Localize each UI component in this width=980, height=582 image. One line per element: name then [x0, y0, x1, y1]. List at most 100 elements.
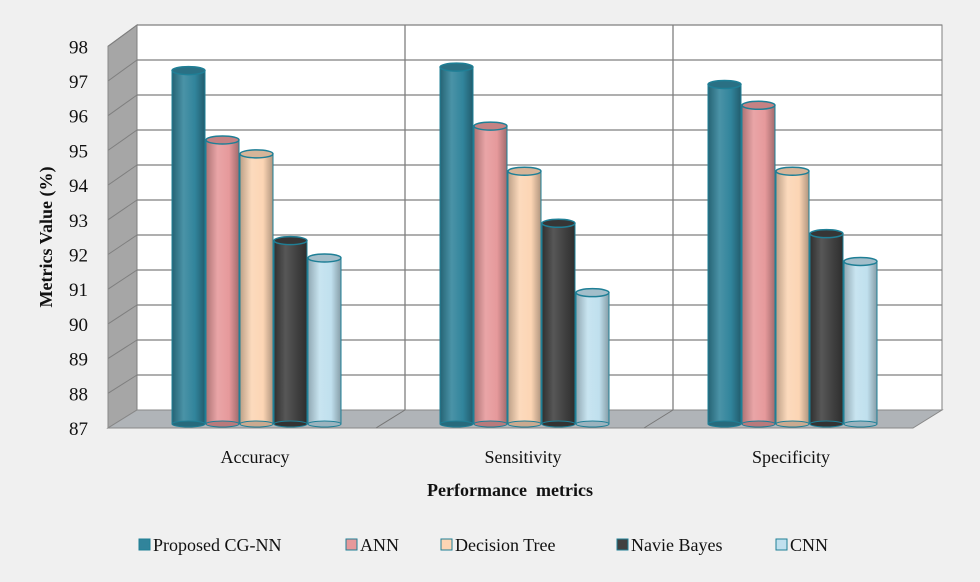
y-tick-label: 95	[69, 141, 88, 162]
bar-top	[741, 100, 776, 111]
floor-divider	[643, 409, 674, 429]
bars	[171, 62, 878, 428]
legend-swatch	[775, 538, 788, 551]
legend-item: Navie Bayes	[616, 535, 722, 555]
y-tick-label: 88	[69, 384, 88, 405]
bar	[205, 135, 240, 428]
legend-swatch	[345, 538, 358, 551]
legend-label: ANN	[360, 535, 399, 555]
y-axis-title: Metrics Value (%)	[36, 167, 57, 308]
bar-top	[171, 65, 206, 76]
bar-body	[307, 257, 342, 425]
x-category-label: Accuracy	[221, 447, 290, 467]
side-gridline	[107, 269, 138, 290]
bar-base	[273, 420, 308, 428]
x-axis-categories: Accuracy Sensitivity Specificity	[221, 447, 830, 467]
bar	[439, 62, 474, 428]
y-tick-label: 87	[69, 419, 88, 440]
bar-base	[843, 420, 878, 428]
bar	[239, 149, 274, 428]
side-gridline	[107, 304, 138, 325]
legend-label: Decision Tree	[455, 535, 556, 555]
bar-top	[307, 253, 342, 263]
bar-base	[775, 420, 810, 428]
bar-top	[575, 287, 610, 298]
bar	[507, 166, 542, 428]
bar-body	[541, 222, 576, 425]
bar-top	[473, 121, 508, 131]
bar	[307, 253, 342, 428]
side-wall	[107, 24, 138, 429]
side-gridline	[107, 234, 138, 255]
side-gridline	[107, 24, 138, 47]
bar	[809, 228, 844, 428]
bar-body	[439, 66, 474, 425]
x-category-label: Sensitivity	[484, 447, 561, 467]
bar	[741, 100, 776, 428]
bar-body	[205, 139, 240, 425]
bar-top	[273, 235, 308, 246]
bar-top	[541, 218, 576, 229]
bar-body	[843, 260, 878, 425]
side-gridline	[107, 199, 138, 221]
legend-swatch	[616, 538, 629, 551]
bar	[273, 235, 308, 428]
bar-base	[575, 420, 610, 428]
side-gridline	[107, 164, 138, 186]
bar-base	[541, 420, 576, 428]
side-gridline	[107, 339, 138, 360]
bar	[171, 65, 206, 428]
x-category-label: Specificity	[752, 447, 830, 467]
x-axis-title: Performance metrics	[427, 480, 593, 500]
bar-top	[707, 79, 742, 90]
legend: Proposed CG-NN ANN Decision Tree Navie Baye…	[138, 535, 828, 555]
bar-base	[507, 420, 542, 428]
y-tick-label: 93	[69, 211, 88, 232]
y-tick-label: 91	[69, 280, 88, 301]
bar	[473, 121, 508, 428]
bar-base	[307, 420, 342, 428]
bar-body	[809, 233, 844, 425]
bar	[575, 287, 610, 428]
bar-base	[707, 420, 742, 428]
bar-base	[239, 420, 274, 428]
legend-label: CNN	[790, 535, 828, 555]
side-gridline	[107, 94, 138, 117]
y-tick-label: 97	[69, 72, 88, 93]
y-tick-label: 96	[69, 107, 88, 128]
legend-label: Navie Bayes	[631, 535, 722, 555]
floor-divider	[375, 409, 406, 429]
bar-top	[843, 256, 878, 267]
bar-base	[439, 420, 474, 428]
bar-base	[473, 420, 508, 428]
bar-top	[775, 166, 810, 176]
bar-base	[171, 420, 206, 428]
bar-top	[809, 228, 844, 239]
bar-body	[575, 292, 610, 425]
bar-body	[507, 170, 542, 425]
bar-body	[171, 70, 206, 425]
side-gridline	[107, 374, 138, 394]
bar	[843, 256, 878, 428]
bar-body	[775, 170, 810, 425]
bar-base	[205, 420, 240, 428]
bar-top	[205, 135, 240, 145]
legend-label: Proposed CG-NN	[153, 535, 282, 555]
bar-body	[741, 104, 776, 425]
bar-base	[809, 420, 844, 428]
bar-body	[473, 125, 508, 425]
bar-top	[507, 166, 542, 176]
bar-base	[741, 420, 776, 428]
bar-body	[239, 153, 274, 425]
bar	[775, 166, 810, 428]
y-axis-ticks: 87 88 89 90 91 92 93 94 95 96 97 98	[69, 37, 89, 440]
bar	[707, 79, 742, 428]
bar-top	[239, 149, 274, 159]
legend-item: Decision Tree	[440, 535, 556, 555]
y-tick-label: 89	[69, 350, 88, 371]
bar-body	[273, 240, 308, 425]
y-tick-label: 98	[69, 37, 88, 58]
y-tick-label: 92	[69, 246, 88, 267]
bar-body	[707, 83, 742, 425]
